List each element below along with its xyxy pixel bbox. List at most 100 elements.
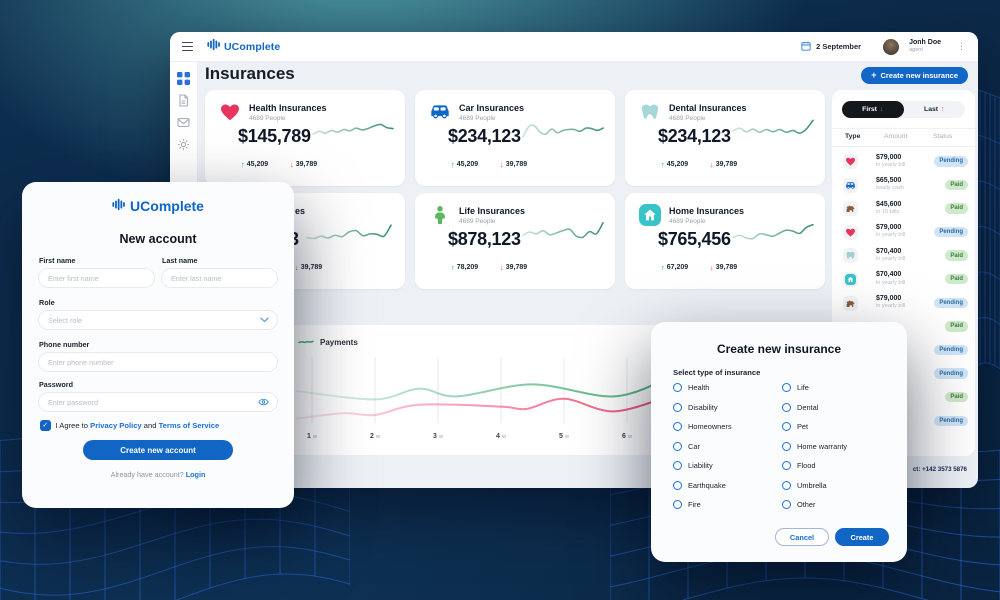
radio-icon[interactable] <box>782 402 791 412</box>
password-field[interactable] <box>48 397 268 407</box>
insurance-type-option[interactable]: Pet <box>782 422 891 431</box>
insurance-card[interactable]: Life Insurances 4689 People $878,123 ↑ 78,20… <box>415 193 615 289</box>
option-label: Car <box>688 441 700 451</box>
radio-icon[interactable] <box>673 500 682 509</box>
insurance-type-option[interactable]: Dental <box>782 402 891 412</box>
insurance-type-option[interactable]: Fire <box>673 500 782 509</box>
insurance-type-option[interactable]: Umbrella <box>782 480 891 490</box>
status-badge: Pending <box>934 368 968 379</box>
radio-icon[interactable] <box>673 441 682 451</box>
card-amount: $878,123 <box>448 229 521 249</box>
insurance-type-option[interactable]: Earthquake <box>673 480 782 490</box>
login-link[interactable]: Login <box>185 470 206 479</box>
table-row[interactable]: $79,000 in yearly bill Pending <box>832 292 975 316</box>
radio-icon[interactable] <box>673 480 682 490</box>
sidebar-item-document-icon[interactable] <box>177 94 190 107</box>
privacy-policy-link[interactable]: Privacy Policy <box>90 420 142 430</box>
card-stat-down: ↓ 39,789 <box>290 160 318 169</box>
insurance-type-option[interactable]: Disability <box>673 402 782 412</box>
insurance-card[interactable]: Dental Insurances 4689 People $234,123 ↑ 45,… <box>625 90 825 186</box>
radio-icon[interactable] <box>782 441 791 451</box>
card-sparkline <box>311 114 395 149</box>
sort-first-button[interactable]: First ↓ <box>842 101 904 118</box>
radio-icon[interactable] <box>673 461 682 470</box>
terms-of-service-link[interactable]: Terms of Service <box>158 420 220 430</box>
eye-icon[interactable] <box>258 398 269 406</box>
create-button[interactable]: Create <box>835 528 889 546</box>
card-title: Life Insurances <box>459 206 526 216</box>
radio-icon[interactable] <box>782 480 791 490</box>
insurance-card[interactable]: Health Insurances 4689 People $145,789 ↑ 45,… <box>205 90 405 186</box>
table-row[interactable]: $45,600 in 15 bills Paid <box>832 197 975 221</box>
card-amount: $145,789 <box>238 126 311 146</box>
option-label: Liability <box>688 461 713 470</box>
card-stat-down: ↓ 39,789 <box>500 263 528 272</box>
avatar[interactable] <box>883 38 900 55</box>
modal-footer: Already have account? Login <box>110 470 206 479</box>
table-row[interactable]: $70,400 in yearly bill Paid <box>832 268 975 292</box>
sort-last-button[interactable]: Last ↑ <box>924 106 945 113</box>
status-badge: Pending <box>934 226 968 238</box>
insurance-type-option[interactable]: Liability <box>673 461 782 470</box>
insurance-card[interactable]: Home Insurances 4689 People $765,456 ↑ 67,20… <box>625 193 825 289</box>
radio-icon[interactable] <box>782 383 791 392</box>
insurance-type-option[interactable]: Flood <box>782 461 891 470</box>
status-badge: Paid <box>945 391 968 403</box>
table-row[interactable]: Paid <box>832 315 975 339</box>
phone-field[interactable] <box>48 357 268 367</box>
insurance-type-option[interactable]: Home warranty <box>782 441 891 451</box>
radio-icon[interactable] <box>673 383 682 392</box>
table-row[interactable]: Paid <box>832 386 975 410</box>
insurance-type-options: Health Life Disability Dental Homeowners Pet C… <box>673 383 891 509</box>
create-new-account-button[interactable]: Create new account <box>83 440 233 460</box>
insurance-card[interactable]: Car Insurances 4689 People $234,123 ↑ 45,209… <box>415 90 615 186</box>
radio-icon[interactable] <box>782 461 791 470</box>
menu-hamburger-icon[interactable] <box>182 41 193 52</box>
table-row[interactable]: Pending <box>832 410 975 434</box>
table-row[interactable]: Pending <box>832 339 975 363</box>
cancel-button[interactable]: Cancel <box>775 528 829 546</box>
agree-checkbox[interactable]: ✓ <box>40 420 51 431</box>
insurance-type-option[interactable]: Health <box>673 383 782 392</box>
role-select[interactable]: Select role <box>38 310 278 330</box>
sidebar-item-dashboard-grid-icon[interactable] <box>177 72 190 85</box>
radio-icon[interactable] <box>673 422 682 431</box>
kebab-menu-icon[interactable]: ⋮ <box>957 41 966 51</box>
insurance-type-option[interactable]: Life <box>782 383 891 392</box>
tooth-icon <box>639 101 661 123</box>
heart-icon <box>219 101 241 123</box>
first-name-field[interactable] <box>48 273 145 283</box>
insurance-type-option[interactable]: Other <box>782 500 891 509</box>
house-icon <box>843 271 858 287</box>
radio-icon[interactable] <box>673 402 682 412</box>
status-badge: Pending <box>934 415 968 427</box>
table-row[interactable]: $65,500 totally cash Paid <box>832 174 975 198</box>
insurance-type-option[interactable]: Car <box>673 441 782 451</box>
table-row[interactable]: $79,000 in yearly bill Pending <box>832 150 975 174</box>
table-row[interactable]: $79,000 in yearly bill Pending <box>832 221 975 245</box>
radio-icon[interactable] <box>782 422 791 431</box>
sparkline-legend-icon <box>297 337 315 348</box>
agree-text: I Agree to Privacy Policy and Terms of S… <box>55 420 220 430</box>
heart-icon <box>843 224 858 240</box>
card-stat-down: ↓ 39,789 <box>500 160 528 169</box>
sidebar-item-settings-gear-icon[interactable] <box>177 138 190 151</box>
insurance-type-option[interactable]: Homeowners <box>673 422 782 431</box>
radio-icon[interactable] <box>782 500 791 509</box>
date-display[interactable]: 2 September <box>801 41 861 53</box>
card-amount: $765,456 <box>658 229 731 249</box>
last-name-field[interactable] <box>171 273 268 283</box>
dog-icon <box>843 295 858 311</box>
ucomplete-logo-icon <box>207 38 220 56</box>
option-label: Dental <box>797 402 819 412</box>
table-row[interactable]: Pending <box>832 362 975 386</box>
user-info: Jonh Doe agent <box>909 39 941 55</box>
card-amount: $234,123 <box>658 126 731 146</box>
sidebar-item-mail-icon[interactable] <box>177 116 190 129</box>
create-new-insurance-button[interactable]: + Create new insurance <box>861 67 968 84</box>
status-badge: Pending <box>934 156 968 167</box>
table-row[interactable]: $70,400 in yearly bill Paid <box>832 244 975 268</box>
